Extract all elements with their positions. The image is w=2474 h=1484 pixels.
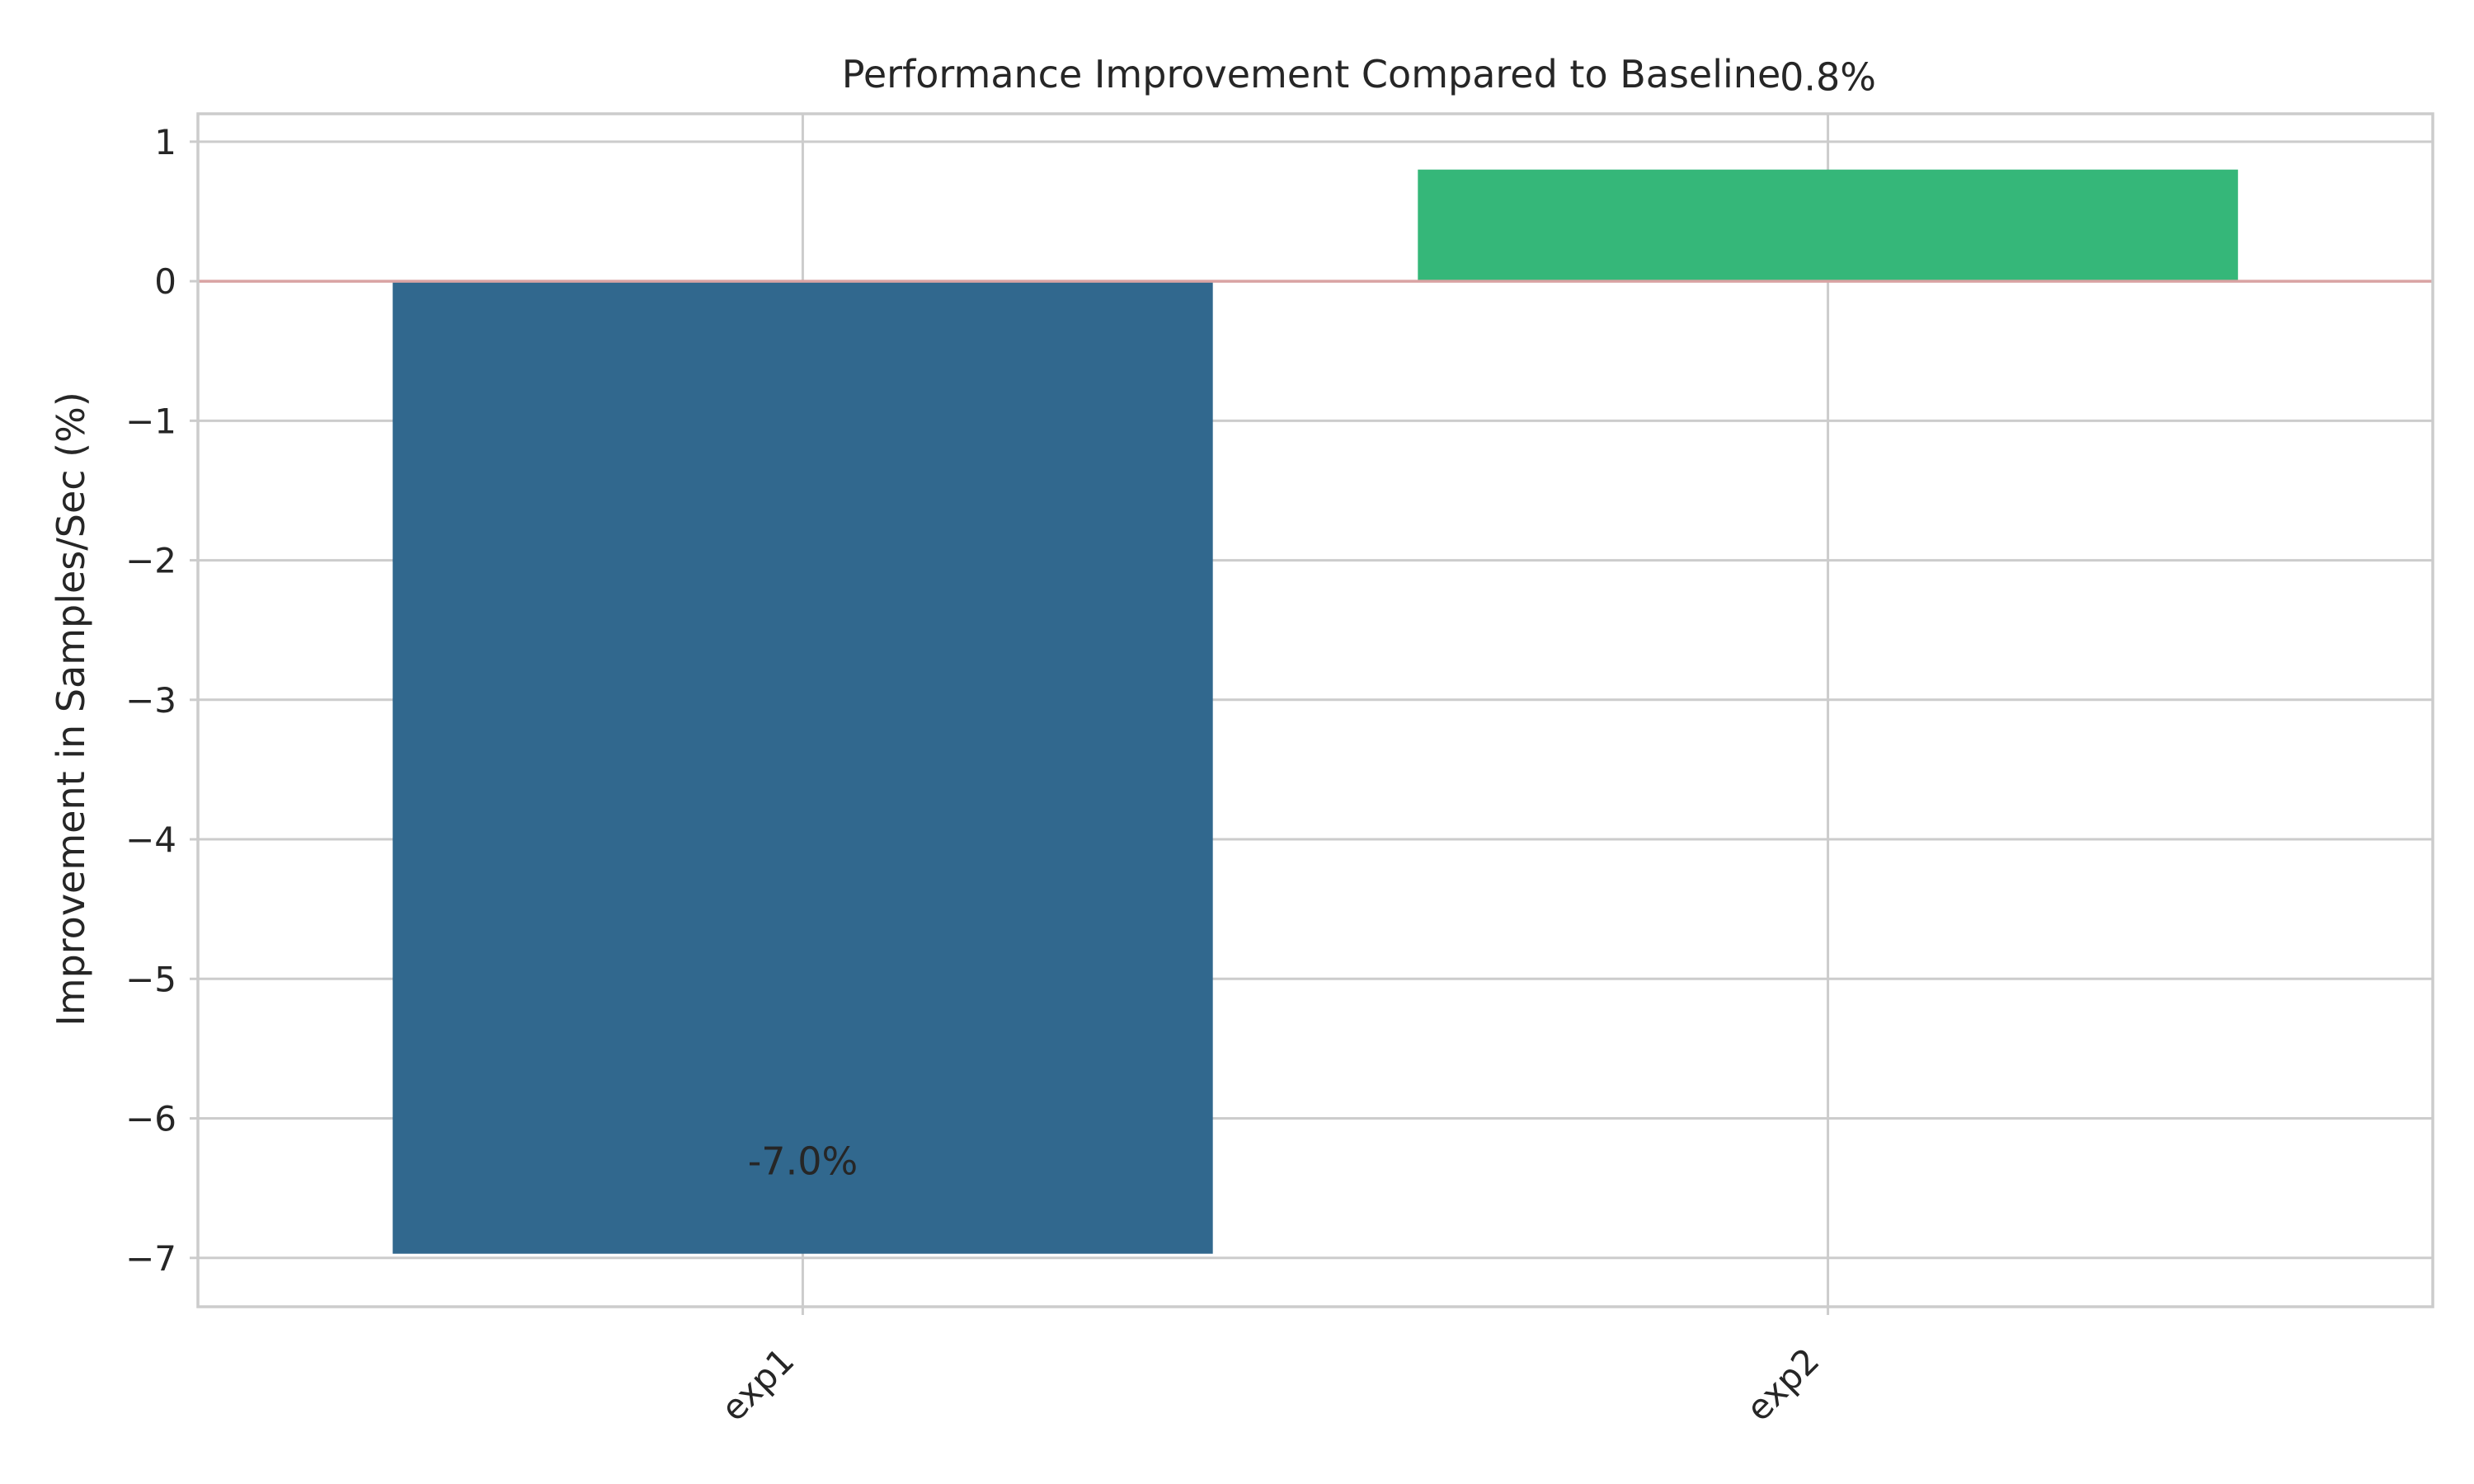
y-tick-label: −5 xyxy=(125,959,176,999)
y-tick-label: −3 xyxy=(125,680,176,721)
bar-exp2 xyxy=(1418,169,2238,282)
label-layer: -7.0% 0.8% xyxy=(748,55,1876,1184)
y-axis-label: Improvement in Samples/Sec (%) xyxy=(49,392,93,1026)
data-label: -7.0% xyxy=(748,1139,858,1184)
y-tick-label: −4 xyxy=(125,819,176,860)
plot-frame xyxy=(196,112,2434,1308)
chart-title: Performance Improvement Compared to Base… xyxy=(842,52,1781,96)
x-tick-label: exp1 xyxy=(713,1340,802,1429)
bar-layer xyxy=(393,169,2238,1254)
y-tick-label: −6 xyxy=(125,1099,176,1139)
y-tick-label: −1 xyxy=(125,401,176,441)
y-tick-label: 1 xyxy=(154,122,176,162)
bar-exp1 xyxy=(393,281,1213,1254)
data-label: 0.8% xyxy=(1780,55,1876,100)
y-tick-label: −2 xyxy=(125,541,176,581)
y-tick-label: 0 xyxy=(154,261,176,302)
x-tick-label: exp2 xyxy=(1738,1340,1827,1429)
y-tick-label: −7 xyxy=(125,1238,176,1279)
